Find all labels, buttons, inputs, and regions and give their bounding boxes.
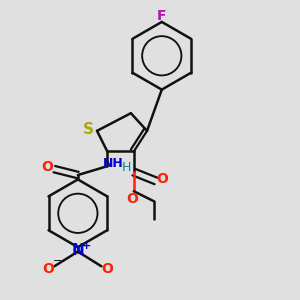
Text: F: F xyxy=(157,9,166,23)
Text: NH: NH xyxy=(103,157,124,170)
Text: N: N xyxy=(71,243,84,258)
Text: +: + xyxy=(82,241,91,251)
Text: S: S xyxy=(83,122,94,137)
Text: O: O xyxy=(43,262,54,276)
Text: O: O xyxy=(156,172,168,186)
Text: O: O xyxy=(41,160,53,174)
Text: O: O xyxy=(126,192,138,206)
Text: H: H xyxy=(122,161,131,174)
Text: −: − xyxy=(52,256,62,266)
Text: O: O xyxy=(101,262,113,276)
